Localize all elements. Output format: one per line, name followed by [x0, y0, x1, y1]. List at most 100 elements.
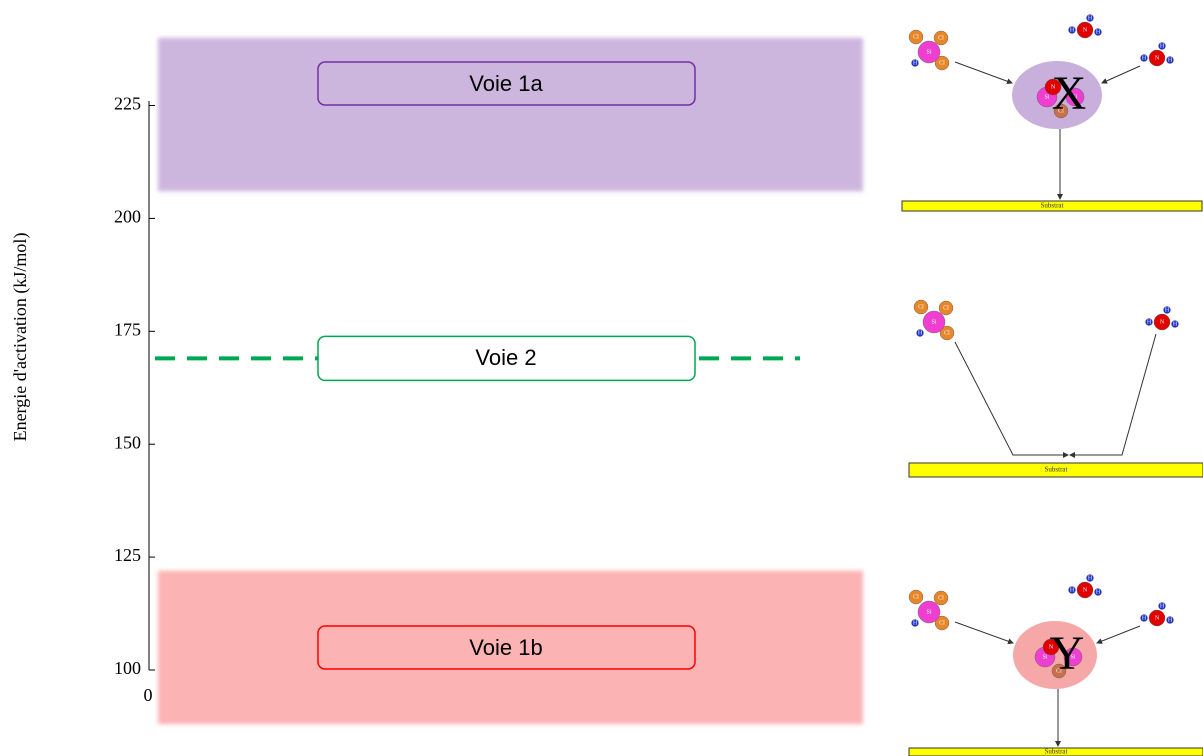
atom-label: Cl [918, 304, 924, 310]
atom [1145, 318, 1153, 326]
atom [911, 59, 919, 67]
atom-label: Cl [939, 620, 945, 626]
atom [1140, 54, 1148, 62]
y-tick-label: 200 [114, 207, 141, 227]
atom [933, 30, 949, 46]
atom [908, 29, 924, 45]
atom-label: H [1160, 43, 1165, 49]
atom [1140, 614, 1148, 622]
atom-label: H [1088, 575, 1093, 581]
atom [1163, 306, 1171, 314]
atom-label: Si [1070, 654, 1075, 660]
atom-label: Si [926, 49, 931, 55]
atom-label: H [1165, 307, 1170, 313]
atom-label: H [1160, 603, 1165, 609]
atom [1051, 663, 1067, 679]
atom [1094, 588, 1102, 596]
atom-label: Cl [944, 330, 950, 336]
atom-label: Cl [943, 305, 949, 311]
y-tick-label: 150 [114, 432, 141, 452]
atom [1166, 56, 1174, 64]
atom [1065, 87, 1085, 107]
band-label-box [317, 61, 696, 106]
atom [939, 325, 955, 341]
atom [1086, 14, 1094, 22]
substrate [908, 462, 1203, 478]
atom-label: Si [1044, 94, 1049, 100]
atom [1086, 574, 1094, 582]
atom-label: H [1070, 27, 1075, 33]
arrow [1096, 625, 1141, 644]
atom-label: Si [1072, 94, 1077, 100]
atom-label: Si [926, 609, 931, 615]
atom [917, 600, 941, 624]
atom-label: Si [1042, 654, 1047, 660]
atom-label: H [1168, 57, 1173, 63]
atom-label: H [1088, 15, 1093, 21]
atom [1068, 586, 1076, 594]
atom [1153, 313, 1171, 331]
substrate [908, 747, 1203, 756]
arrow [954, 61, 1013, 85]
atom [1068, 26, 1076, 34]
cluster-label: X [1052, 67, 1087, 120]
atom-label: H [913, 620, 918, 626]
substrate-label: Substrat [1041, 202, 1064, 210]
atom-label: Cl [939, 60, 945, 66]
atom [908, 589, 924, 605]
atom [1148, 49, 1166, 67]
origin-label: 0 [144, 685, 153, 705]
atom [1053, 103, 1069, 119]
band-label: Voie 1b [469, 635, 542, 660]
atom-label: H [918, 330, 923, 336]
atom [913, 299, 929, 315]
atom-label: H [1096, 29, 1101, 35]
energy-band [158, 570, 863, 725]
atom [1076, 581, 1094, 599]
atom-label: Cl [938, 595, 944, 601]
path-arrow [1069, 333, 1157, 458]
atom [1042, 638, 1060, 656]
cluster-label: Y [1050, 627, 1085, 680]
band-label: Voie 1a [469, 71, 543, 96]
atom-label: N [1083, 27, 1088, 33]
atom-label: Cl [1056, 668, 1062, 674]
atom [934, 55, 950, 71]
substrate-label: Substrat [1045, 748, 1068, 756]
atom-label: N [1083, 587, 1088, 593]
y-axis-label: Energie d'activation (kJ/mol) [10, 233, 31, 442]
atom-label: H [1096, 589, 1101, 595]
atom [911, 619, 919, 627]
atom [1094, 28, 1102, 36]
atom-label: H [1142, 615, 1147, 621]
atom [917, 40, 941, 64]
atom-label: N [1049, 644, 1054, 650]
atom [934, 615, 950, 631]
y-tick-label: 175 [114, 319, 141, 339]
atom [922, 310, 946, 334]
y-tick-label: 100 [114, 658, 141, 678]
path-arrow [954, 341, 1069, 458]
atom-label: N [1051, 84, 1056, 90]
atom-label: N [1155, 55, 1160, 61]
atom-label: Cl [1058, 108, 1064, 114]
atom-label: H [913, 60, 918, 66]
band-label-box [317, 625, 696, 670]
atom [1063, 647, 1083, 667]
atom [1044, 78, 1062, 96]
atom-label: H [1147, 319, 1152, 325]
atom [938, 300, 954, 316]
atom-label: Cl [913, 594, 919, 600]
y-tick-label: 125 [114, 545, 141, 565]
atom-label: H [1070, 587, 1075, 593]
atom [1171, 320, 1179, 328]
y-tick-label: 225 [114, 94, 141, 114]
substrate-label: Substrat [1045, 466, 1068, 474]
atom-label: H [1142, 55, 1147, 61]
atom [1148, 609, 1166, 627]
arrow [954, 621, 1014, 645]
arrow [1101, 65, 1141, 84]
atom-label: H [1173, 321, 1178, 327]
atom [933, 590, 949, 606]
